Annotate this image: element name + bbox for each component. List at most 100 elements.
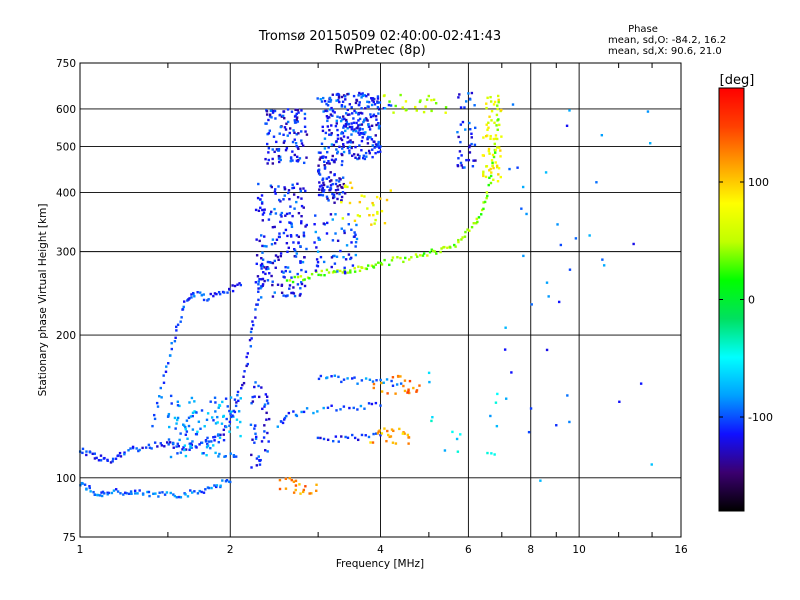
data-point [376, 212, 379, 215]
data-point [489, 167, 492, 171]
data-point [280, 270, 284, 273]
data-point [369, 115, 373, 119]
data-point [494, 148, 497, 152]
data-point [326, 104, 330, 107]
data-point [303, 278, 306, 281]
data-point [134, 492, 137, 495]
data-point [342, 182, 345, 186]
data-point [473, 104, 476, 107]
data-point [303, 256, 306, 259]
data-point [313, 241, 316, 244]
data-point [354, 145, 357, 149]
data-point [257, 182, 260, 186]
data-point [351, 264, 355, 267]
data-point [376, 210, 379, 214]
data-point [480, 208, 484, 212]
data-point [260, 202, 264, 205]
data-point [352, 406, 355, 410]
data-point [293, 248, 296, 251]
data-point [385, 378, 389, 381]
data-point [496, 146, 499, 149]
data-point [239, 434, 242, 438]
data-point [489, 100, 493, 103]
chart-title: Tromsø 20150509 02:40:00-02:41:43 [258, 29, 501, 44]
data-point [457, 135, 460, 139]
data-point [503, 348, 507, 351]
data-point [256, 196, 260, 200]
data-point [352, 129, 355, 133]
data-point [408, 379, 412, 383]
data-point [488, 169, 491, 172]
data-point [323, 147, 327, 150]
data-point [197, 420, 201, 423]
data-point [159, 442, 162, 445]
data-point [388, 100, 391, 103]
data-point [204, 488, 207, 491]
phase-info-x-mode: mean, sd,X: 90.6, 21.0 [608, 46, 722, 57]
data-point [346, 436, 350, 440]
data-point [330, 158, 334, 162]
data-point [213, 484, 216, 487]
data-point [379, 150, 382, 153]
data-point [279, 220, 282, 224]
data-point [317, 151, 321, 154]
data-point [568, 420, 571, 424]
data-point [273, 190, 277, 193]
data-point [294, 121, 298, 124]
data-point [318, 181, 321, 184]
data-point [215, 292, 218, 296]
data-point [299, 275, 303, 278]
data-point [238, 282, 241, 285]
data-point [350, 154, 354, 157]
data-point [358, 117, 362, 121]
data-point [499, 175, 503, 179]
data-point [217, 406, 220, 409]
data-point [370, 402, 374, 406]
data-point [278, 155, 282, 159]
data-point [432, 98, 436, 101]
data-point [88, 486, 91, 490]
data-point [335, 93, 339, 96]
data-point [354, 101, 358, 105]
data-point [263, 208, 266, 211]
data-point [283, 117, 286, 120]
data-point [296, 283, 300, 286]
data-point [228, 430, 231, 433]
data-point [297, 241, 300, 244]
data-point [321, 96, 325, 100]
data-point [321, 178, 324, 182]
data-point [397, 375, 400, 378]
data-point [176, 404, 180, 407]
data-point [265, 411, 268, 415]
data-point [427, 371, 431, 375]
data-point [353, 267, 356, 270]
data-point [493, 100, 497, 104]
data-point [268, 272, 271, 275]
data-point [356, 153, 360, 156]
data-point [224, 397, 228, 400]
data-point [326, 125, 330, 128]
data-point [214, 451, 217, 455]
data-point [293, 207, 296, 210]
data-point [277, 258, 280, 261]
data-point [292, 241, 295, 244]
y-tick-label: 100 [56, 473, 76, 485]
data-point [269, 184, 273, 187]
data-point [525, 212, 528, 216]
data-point [291, 186, 294, 190]
data-point [361, 92, 364, 95]
data-point [333, 111, 336, 114]
data-point [348, 406, 351, 410]
data-point [283, 187, 287, 191]
colorbar-tick-label: 0 [748, 294, 755, 307]
data-point [492, 103, 496, 106]
data-point [340, 104, 344, 107]
data-point [530, 303, 533, 306]
data-point [246, 362, 249, 366]
data-point [495, 124, 498, 127]
data-point [274, 266, 277, 269]
data-point [350, 146, 353, 150]
data-point [482, 136, 485, 139]
data-point [300, 221, 303, 225]
data-point [239, 283, 243, 287]
